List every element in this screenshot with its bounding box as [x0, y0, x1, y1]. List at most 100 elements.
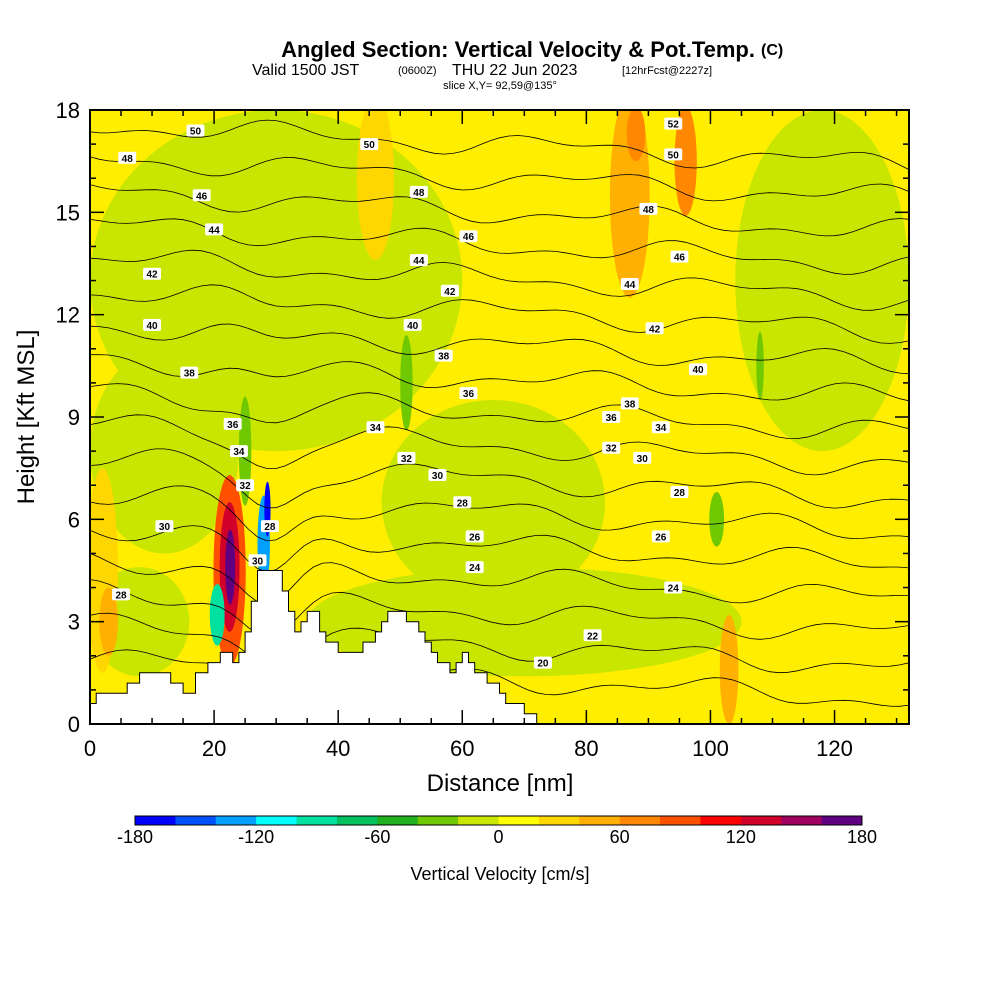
svg-text:40: 40 [146, 321, 158, 332]
svg-text:24: 24 [469, 563, 481, 574]
theta-contour-label: 32 [397, 451, 416, 465]
theta-contour-label: 44 [409, 254, 428, 267]
velocity-area-mid-left [90, 348, 239, 554]
svg-text:24: 24 [668, 584, 680, 595]
velocity-area-left-orange-2 [99, 587, 118, 656]
theta-contour-label: 50 [360, 138, 379, 151]
theta-contour-label: 46 [670, 250, 689, 264]
theta-contour-line [90, 485, 909, 542]
y-tick-label: 9 [68, 405, 80, 430]
theta-contour-label: 44 [620, 277, 639, 291]
chart-title-units: (C) [761, 42, 783, 59]
theta-contour-label: 38 [434, 349, 453, 363]
colorbar-tick-label: 60 [610, 827, 630, 847]
colorbar-segment [700, 816, 742, 825]
theta-contour-label: 52 [664, 117, 683, 131]
svg-text:28: 28 [457, 498, 469, 509]
svg-text:28: 28 [674, 488, 686, 499]
colorbar [134, 815, 863, 826]
x-tick-label: 60 [450, 736, 474, 761]
y-tick-label: 15 [56, 200, 80, 225]
colorbar-segment [821, 816, 863, 825]
theta-contour-label: 30 [633, 451, 652, 465]
theta-contour-line [90, 218, 909, 275]
theta-contour-label: 50 [664, 148, 683, 161]
theta-contour-label: 28 [670, 486, 689, 499]
svg-text:42: 42 [146, 270, 158, 281]
colorbar-segment [135, 816, 176, 825]
svg-text:26: 26 [469, 532, 481, 543]
theta-contour-line [90, 552, 909, 605]
colorbar-segment [740, 816, 782, 825]
plot-area: 50 48 46 44 42 40 38 36 34 32 30 28 28 30 50 48 46 44 42 40… [90, 110, 909, 724]
colorbar-tick-labels: -180 -120 -60 0 60 120 180 [117, 827, 877, 847]
theta-contour-label: 48 [639, 202, 658, 216]
colorbar-segment [579, 816, 621, 825]
theta-contour-line [90, 525, 909, 573]
subtitle-valid: Valid 1500 JST [252, 62, 360, 79]
colorbar-segment [458, 816, 499, 825]
theta-contour-label: 40 [143, 318, 162, 332]
theta-contour-line [90, 448, 909, 509]
svg-text:22: 22 [587, 631, 599, 642]
svg-text:44: 44 [413, 256, 425, 267]
theta-contour-label: 36 [602, 411, 621, 424]
colorbar-segment [175, 816, 217, 825]
subtitle-z: (0600Z) [398, 65, 437, 77]
theta-contour-line [90, 249, 909, 311]
colorbar-tick-label: 0 [493, 827, 503, 847]
theta-contour-label: 44 [205, 223, 224, 236]
x-tick-label: 40 [326, 736, 350, 761]
svg-text:32: 32 [401, 454, 413, 465]
theta-contour-label: 28 [112, 588, 131, 601]
colorbar-segment [660, 816, 701, 825]
svg-text:42: 42 [444, 287, 456, 298]
theta-contour-label: 42 [440, 284, 459, 298]
svg-text:40: 40 [692, 365, 704, 376]
subtitle-fcst: [12hrFcst@2227z] [622, 65, 712, 77]
theta-contour-line [90, 156, 909, 202]
velocity-area-green-center [400, 335, 413, 431]
svg-text:44: 44 [624, 280, 636, 291]
svg-text:32: 32 [606, 444, 618, 455]
velocity-area-mid-center [381, 399, 605, 605]
svg-text:38: 38 [624, 399, 636, 410]
x-axis-ticks: 0 20 40 60 80 100 120 [84, 110, 898, 761]
colorbar-segment [417, 816, 459, 825]
theta-contour-label: 22 [583, 629, 602, 642]
colorbar-segment [619, 816, 661, 825]
velocity-shading [90, 110, 909, 724]
colorbar-tick-label: 180 [847, 827, 877, 847]
svg-text:46: 46 [196, 191, 208, 202]
x-tick-label: 80 [574, 736, 598, 761]
y-tick-label: 18 [56, 98, 80, 123]
theta-contour-label: 40 [403, 318, 422, 332]
velocity-area-upper-orange-4 [626, 110, 646, 162]
velocity-area-green-right [709, 492, 725, 547]
svg-text:28: 28 [115, 590, 127, 601]
theta-contour-label: 24 [465, 561, 484, 574]
x-tick-label: 100 [692, 736, 729, 761]
slice-label: slice X,Y= 92,59@135° [443, 80, 557, 92]
y-tick-label: 0 [68, 712, 80, 737]
colorbar-segment [781, 816, 823, 825]
colorbar-segment [538, 816, 580, 825]
svg-text:20: 20 [537, 659, 549, 670]
svg-text:48: 48 [643, 205, 655, 216]
svg-text:36: 36 [227, 420, 239, 431]
theta-contour-line [90, 284, 909, 344]
theta-contour-line [90, 612, 909, 674]
svg-text:36: 36 [606, 413, 618, 424]
svg-text:50: 50 [190, 126, 202, 137]
theta-contour-label: 24 [664, 581, 683, 595]
velocity-area-downdraft [209, 584, 225, 646]
svg-text:44: 44 [209, 225, 221, 236]
terrain-mask [90, 570, 909, 724]
y-tick-label: 3 [68, 610, 80, 635]
theta-contour-label: 30 [248, 554, 267, 567]
colorbar-segment [498, 816, 540, 825]
theta-contour-label: 32 [602, 441, 621, 455]
velocity-area-right [735, 110, 909, 452]
velocity-area-upper-orange-3 [674, 110, 697, 216]
